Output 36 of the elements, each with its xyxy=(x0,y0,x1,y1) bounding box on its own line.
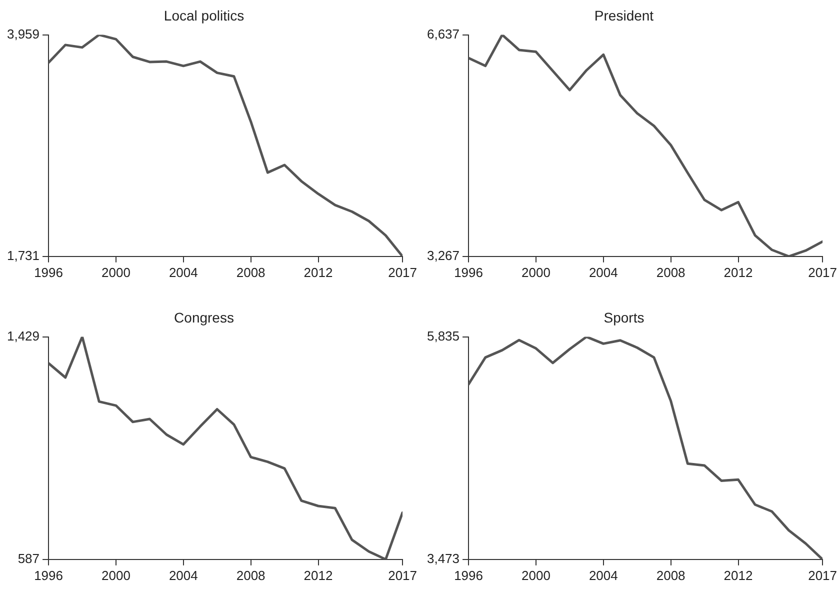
x-tick-label: 2017 xyxy=(808,568,837,583)
x-tick-label: 2017 xyxy=(808,264,837,280)
y-tick-label: 6,637 xyxy=(426,26,460,42)
y-tick-label: 5,835 xyxy=(426,328,460,344)
x-tick-label: 2012 xyxy=(724,264,753,280)
chart-title: President xyxy=(594,7,654,24)
x-tick-label: 2012 xyxy=(724,568,753,583)
x-tick-label: 2004 xyxy=(168,264,198,280)
x-tick-label: 2017 xyxy=(388,264,417,280)
y-tick-label: 1,731 xyxy=(6,248,40,263)
chart-title: Congress xyxy=(174,309,234,326)
x-tick-label: 2012 xyxy=(304,568,333,583)
y-tick-label: 3,959 xyxy=(6,26,40,42)
x-tick-label: 2012 xyxy=(304,264,333,280)
y-tick-label: 3,473 xyxy=(426,550,460,566)
x-tick-label: 2004 xyxy=(168,568,198,583)
x-tick-label: 2004 xyxy=(588,264,618,280)
y-tick-label: 587 xyxy=(18,550,40,566)
y-tick-label: 3,267 xyxy=(426,248,460,263)
x-tick-label: 1996 xyxy=(34,264,63,280)
x-tick-label: 1996 xyxy=(454,568,483,583)
x-tick-label: 2004 xyxy=(588,568,618,583)
x-tick-label: 1996 xyxy=(34,568,63,583)
x-tick-label: 1996 xyxy=(454,264,483,280)
x-tick-label: 2008 xyxy=(236,568,266,583)
y-tick-label: 1,429 xyxy=(6,328,40,344)
x-tick-label: 2000 xyxy=(102,264,130,280)
x-tick-label: 2008 xyxy=(656,568,686,583)
chart-title: Sports xyxy=(604,309,644,326)
x-tick-label: 2000 xyxy=(522,264,550,280)
x-tick-label: 2008 xyxy=(656,264,686,280)
x-tick-label: 2000 xyxy=(522,568,550,583)
x-tick-label: 2017 xyxy=(388,568,417,583)
chart-title: Local politics xyxy=(164,7,244,24)
x-tick-label: 2000 xyxy=(102,568,130,583)
x-tick-label: 2008 xyxy=(236,264,266,280)
